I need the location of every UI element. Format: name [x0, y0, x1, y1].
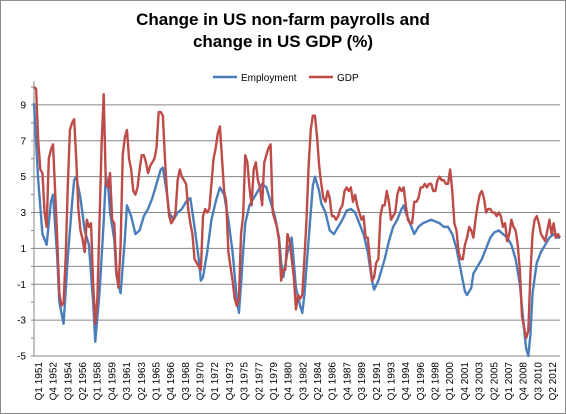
- x-tick-label: Q4 1952: [49, 362, 60, 401]
- x-tick-label: Q1 1951: [34, 362, 45, 401]
- x-tick-label: Q1 1958: [93, 362, 104, 401]
- y-tick-label: 9: [20, 100, 26, 111]
- chart-title-line-1: Change in US non-farm payrolls and: [136, 10, 430, 29]
- x-tick-label: Q1 2000: [445, 362, 456, 401]
- x-tick-label: Q4 1966: [166, 362, 177, 401]
- x-tick-label: Q4 2008: [519, 362, 530, 401]
- x-tick-label: Q3 1954: [63, 362, 74, 401]
- x-tick-label: Q1 1979: [269, 362, 280, 401]
- x-tick-label: Q4 1973: [225, 362, 236, 401]
- x-tick-label: Q2 1963: [137, 362, 148, 401]
- legend-label-employment: Employment: [241, 73, 297, 84]
- x-tick-label: Q2 2012: [548, 362, 559, 401]
- x-tick-label: Q2 1977: [254, 362, 265, 401]
- y-tick-label: 3: [20, 208, 26, 219]
- y-tick-label: 7: [20, 136, 26, 147]
- x-tick-label: Q4 1994: [401, 362, 412, 401]
- y-tick-label: -1: [17, 280, 26, 291]
- y-tick-label: -3: [17, 316, 26, 327]
- y-tick-label: -5: [17, 352, 26, 363]
- series-line-gdp: [33, 86, 562, 340]
- x-tick-label: Q2 1998: [431, 362, 442, 401]
- y-axis-tick-labels: -5 -3 -1 1 3 5 7 9: [17, 100, 26, 362]
- x-tick-label: Q3 1961: [122, 362, 133, 401]
- x-axis-tick-labels: Q1 1951 Q4 1952 Q3 1954 Q2 1956 Q1 1958 Q4 19…: [34, 362, 559, 401]
- x-tick-label: Q1 1986: [328, 362, 339, 401]
- x-tick-label: Q3 2010: [533, 362, 544, 401]
- x-tick-label: Q3 1968: [181, 362, 192, 401]
- x-tick-label: Q4 1980: [284, 362, 295, 401]
- chart-title-line-2: change in US GDP (%): [193, 32, 373, 51]
- x-tick-label: Q2 1970: [196, 362, 207, 401]
- legend: Employment GDP: [213, 73, 359, 84]
- x-tick-label: Q2 2005: [489, 362, 500, 401]
- x-tick-label: Q4 1987: [342, 362, 353, 401]
- x-tick-label: Q3 1975: [240, 362, 251, 401]
- x-tick-label: Q2 1991: [372, 362, 383, 401]
- y-tick-label: 1: [20, 244, 26, 255]
- x-tick-label: Q3 1982: [298, 362, 309, 401]
- x-tick-label: Q4 1959: [107, 362, 118, 401]
- x-tick-label: Q4 2001: [460, 362, 471, 401]
- x-tick-label: Q2 1984: [313, 362, 324, 401]
- x-tick-label: Q3 2003: [475, 362, 486, 401]
- x-tick-label: Q1 1965: [151, 362, 162, 401]
- x-tick-label: Q3 1989: [357, 362, 368, 401]
- x-tick-label: Q1 1972: [210, 362, 221, 401]
- legend-label-gdp: GDP: [337, 73, 359, 84]
- x-tick-label: Q1 1993: [386, 362, 397, 401]
- x-tick-label: Q1 2007: [504, 362, 515, 401]
- y-tick-label: 5: [20, 172, 26, 183]
- x-tick-label: Q3 1996: [416, 362, 427, 401]
- x-tick-label: Q2 1956: [78, 362, 89, 401]
- series-lines: [32, 86, 562, 358]
